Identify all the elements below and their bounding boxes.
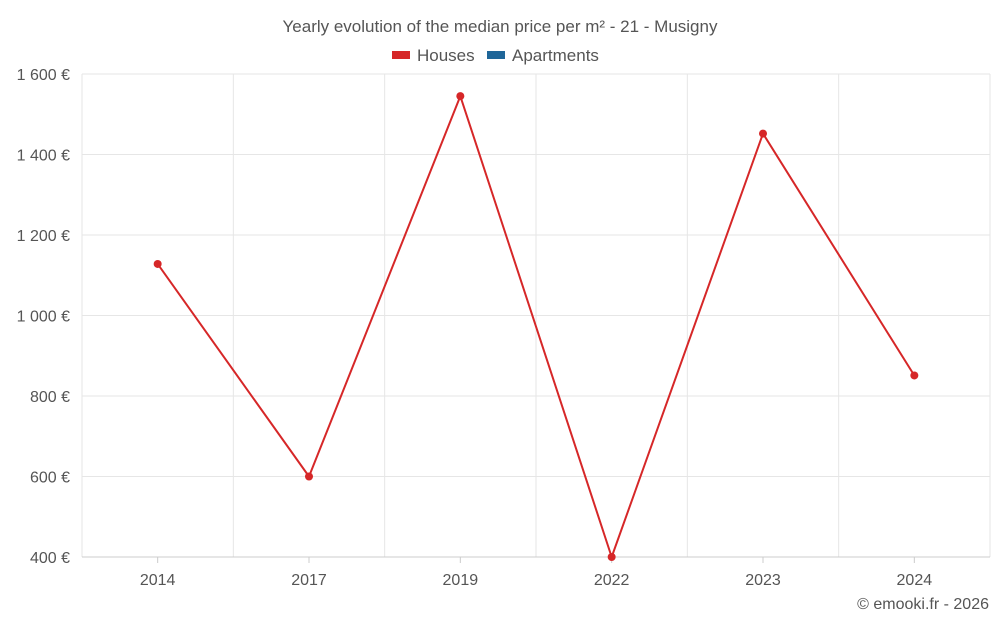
data-point-houses[interactable] [910, 371, 919, 380]
data-point-houses[interactable] [456, 92, 465, 101]
x-tick-label: 2023 [745, 572, 781, 589]
y-tick-label: 1 600 € [17, 67, 70, 84]
series-houses [153, 92, 919, 561]
y-tick-label: 400 € [30, 550, 70, 567]
legend-swatch-apartments [487, 51, 505, 59]
legend-swatch-houses [392, 51, 410, 59]
x-gridlines [81, 74, 991, 557]
data-point-houses[interactable] [607, 553, 616, 561]
x-tick-label: 2024 [897, 572, 933, 589]
x-tick-label: 2017 [291, 572, 327, 589]
legend-item-apartments[interactable]: Apartments [487, 46, 599, 65]
y-axis-ticks: 400 € 600 € 800 € 1 000 € 1 200 € 1 400 € 1 60… [17, 67, 70, 567]
data-point-houses[interactable] [305, 472, 313, 481]
legend-label-apartments: Apartments [512, 46, 599, 65]
x-tick-label: 2022 [594, 572, 630, 589]
x-tick-label: 2019 [443, 572, 479, 589]
x-tick-label: 2014 [140, 572, 176, 589]
x-axis-ticks: 2014 2017 2019 2022 2023 2024 [140, 557, 932, 589]
data-point-houses[interactable] [759, 129, 767, 138]
legend-item-houses[interactable]: Houses [392, 46, 475, 65]
data-point-houses[interactable] [153, 259, 162, 268]
y-tick-label: 1 200 € [17, 228, 70, 245]
y-tick-label: 600 € [30, 470, 70, 487]
series-line-houses [156, 95, 916, 558]
y-tick-label: 1 000 € [17, 309, 70, 326]
legend: Houses Apartments [392, 46, 599, 65]
y-tick-label: 800 € [30, 389, 70, 406]
chart-title: Yearly evolution of the median price per… [283, 17, 718, 36]
legend-label-houses: Houses [417, 46, 475, 65]
y-tick-label: 1 400 € [17, 148, 70, 165]
credit-text: © emooki.fr - 2026 [857, 596, 989, 613]
